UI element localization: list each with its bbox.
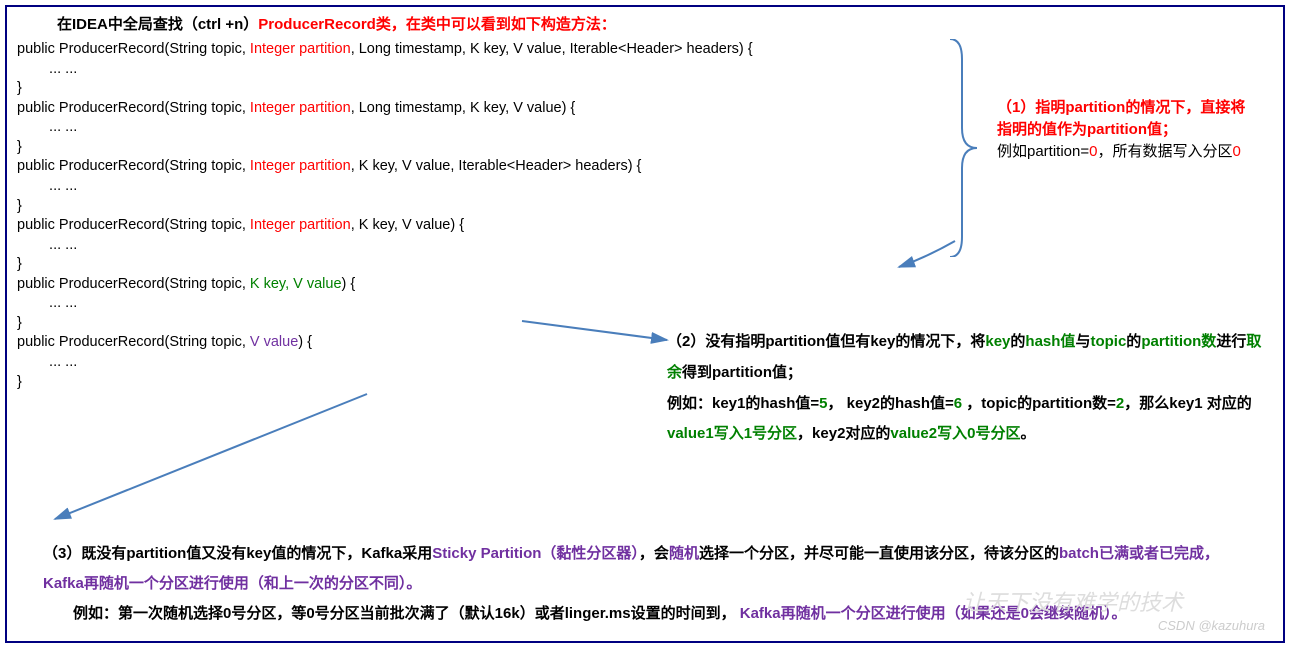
dots: ... ... bbox=[17, 294, 1273, 314]
dots: ... ... bbox=[17, 236, 1273, 256]
dots: ... ... bbox=[17, 60, 1273, 80]
title-class: ProducerRecord类，在类中可以看到如下构造方法： bbox=[258, 16, 616, 33]
note-2: （2）没有指明partition值但有key的情况下，将key的hash值与to… bbox=[667, 327, 1267, 450]
watermark-main: 让天下没有难学的技术 bbox=[963, 585, 1183, 617]
brace-icon bbox=[942, 39, 982, 257]
title-prefix: 在IDEA中全局查找（ctrl +n） bbox=[57, 16, 258, 33]
close: } bbox=[17, 79, 1273, 99]
diagram-container: 在IDEA中全局查找（ctrl +n）ProducerRecord类，在类中可以… bbox=[5, 5, 1285, 643]
arrow-ctor6-icon bbox=[47, 389, 377, 529]
close: } bbox=[17, 197, 1273, 217]
note1-line2a: 例如partition= bbox=[997, 143, 1089, 160]
dots: ... ... bbox=[17, 177, 1273, 197]
note2-line1: （2）没有指明partition值但有key的情况下，将key的hash值与to… bbox=[667, 327, 1267, 389]
note2-line2: 例如：key1的hash值=5， key2的hash值=6 ，topic的par… bbox=[667, 389, 1267, 451]
ctor-5: public ProducerRecord(String topic, K ke… bbox=[17, 275, 1273, 295]
ctor-1: public ProducerRecord(String topic, Inte… bbox=[17, 40, 1273, 60]
watermark-sub: CSDN @kazuhura bbox=[1158, 618, 1265, 633]
note1-line1: （1）指明partition的情况下，直接将指明的值作为partition值； bbox=[997, 99, 1245, 138]
close: } bbox=[17, 255, 1273, 275]
title-line: 在IDEA中全局查找（ctrl +n）ProducerRecord类，在类中可以… bbox=[7, 7, 1283, 38]
note-1: （1）指明partition的情况下，直接将指明的值作为partition值； … bbox=[997, 97, 1255, 162]
ctor-4: public ProducerRecord(String topic, Inte… bbox=[17, 216, 1273, 236]
